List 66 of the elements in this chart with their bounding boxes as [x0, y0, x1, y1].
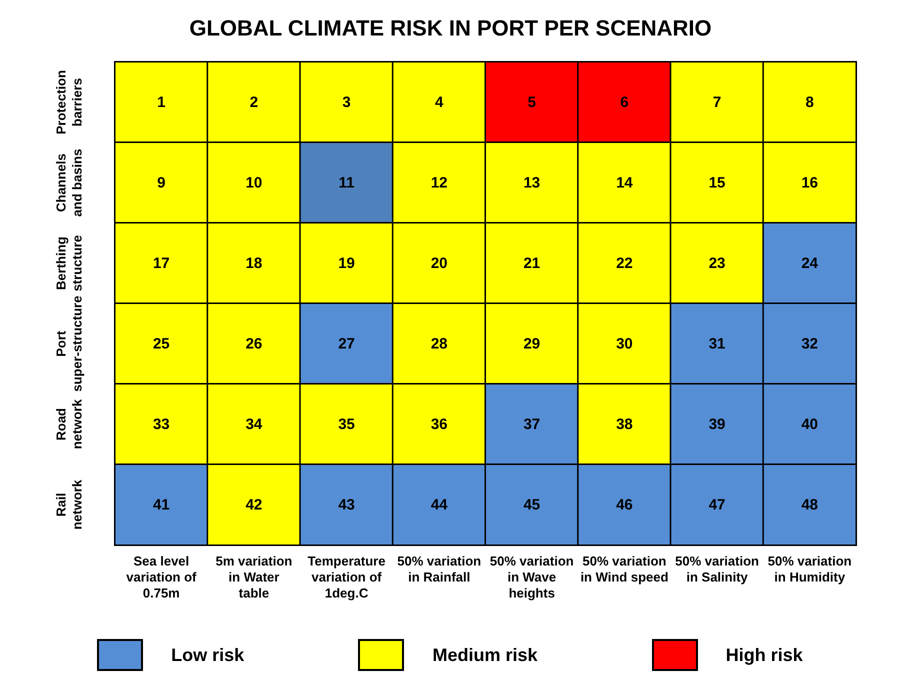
data-label: 47 — [708, 496, 726, 514]
legend-label: Medium risk — [432, 644, 538, 666]
data-label: 7 — [712, 94, 722, 111]
data-label: 38 — [616, 416, 633, 433]
legend-label: High risk — [726, 644, 803, 666]
data-label: 39 — [708, 416, 726, 433]
data-label: 28 — [430, 335, 448, 352]
data-label: 35 — [338, 416, 355, 433]
data-label: 22 — [616, 254, 633, 272]
y-tick-label: Rail network — [54, 479, 84, 530]
data-label: 27 — [338, 335, 355, 352]
data-label: 3 — [342, 94, 351, 111]
x-tick-label: 5m variation in Water table — [216, 554, 292, 600]
chart-title: GLOBAL CLIMATE RISK IN PORT PER SCENARIO — [189, 16, 712, 40]
data-label: 5 — [528, 94, 536, 111]
x-tick-label: 50% variation in Salinity — [675, 554, 760, 584]
x-tick-label: Sea level variation of 0.75m — [126, 554, 198, 600]
data-label: 2 — [250, 94, 258, 111]
data-label: 18 — [246, 254, 262, 272]
data-label: 40 — [801, 416, 818, 433]
data-label: 10 — [246, 174, 262, 192]
data-label: 29 — [523, 335, 540, 352]
data-label: 33 — [152, 416, 170, 433]
y-tick-label: Protection barriers — [54, 70, 84, 134]
x-tick-label: 50% variation in Humidity — [768, 554, 852, 584]
x-tick-label: 50% variation in Wind speed — [580, 554, 668, 584]
data-label: 30 — [616, 335, 633, 352]
data-label: 9 — [157, 174, 166, 192]
data-label: 31 — [708, 335, 726, 352]
data-label: 45 — [523, 496, 540, 514]
x-tick-label: 50% variation in Rainfall — [397, 554, 482, 584]
data-label: 46 — [616, 496, 633, 514]
data-label: 6 — [620, 94, 629, 111]
data-label: 14 — [616, 174, 634, 192]
data-label: 1 — [157, 94, 166, 111]
y-tick-label: Channels and basins — [54, 148, 84, 217]
legend-label: Low risk — [171, 644, 244, 666]
data-label: 13 — [523, 174, 540, 192]
y-tick-label: Road network — [54, 398, 84, 450]
data-label: 19 — [338, 254, 355, 272]
data-label: 34 — [246, 416, 263, 433]
y-tick-label: Berthing structure — [54, 235, 84, 292]
x-tick-label: 50% variation in Wave heights — [490, 554, 574, 600]
data-label: 43 — [338, 496, 355, 514]
data-label: 16 — [801, 174, 818, 192]
data-label: 48 — [801, 496, 818, 514]
data-label: 12 — [430, 174, 448, 192]
data-label: 21 — [523, 254, 540, 272]
data-label: 41 — [152, 496, 170, 514]
data-label: 4 — [435, 94, 444, 111]
x-tick-label: Temperature variation of 1deg.C — [308, 554, 386, 600]
data-label: 11 — [338, 174, 354, 192]
data-label: 24 — [801, 254, 819, 272]
data-label: 23 — [708, 254, 726, 272]
data-label: 20 — [430, 254, 448, 272]
y-tick-label: Port super-structure — [54, 296, 84, 392]
data-label: 42 — [246, 496, 262, 514]
data-label: 26 — [246, 335, 262, 352]
data-label: 32 — [801, 335, 818, 352]
data-label: 15 — [708, 174, 726, 192]
data-label: 37 — [523, 416, 540, 433]
data-label: 44 — [430, 496, 448, 514]
data-label: 8 — [806, 94, 814, 111]
data-label: 36 — [430, 416, 448, 433]
data-label: 17 — [152, 254, 170, 272]
data-label: 25 — [152, 335, 170, 352]
